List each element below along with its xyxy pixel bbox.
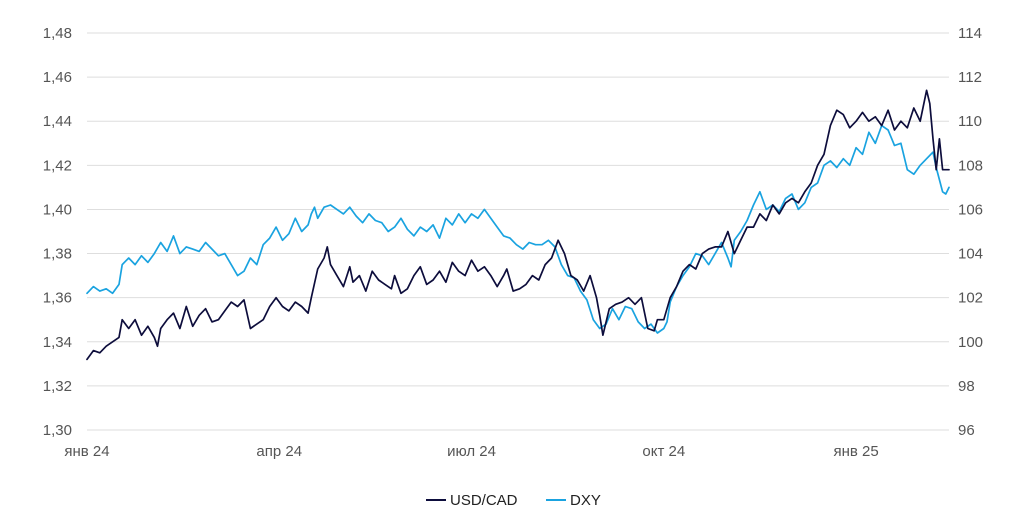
y-right-tick-label: 104 (958, 246, 983, 263)
y-right-tick-label: 108 (958, 157, 983, 174)
y-right-tick-label: 106 (958, 201, 983, 218)
series-line-dxy (86, 124, 950, 334)
legend-label-usdcad: USD/CAD (450, 492, 518, 509)
y-right-tick-label: 110 (958, 113, 982, 130)
series-layer (86, 89, 950, 361)
x-tick-label: июл 24 (447, 443, 496, 460)
legend: USD/CAD DXY (426, 492, 601, 509)
y-right-tick-label: 112 (958, 69, 982, 86)
y-right-tick-label: 98 (958, 378, 975, 395)
y-left-tick-label: 1,38 (43, 246, 72, 263)
y-left-tick-label: 1,36 (43, 290, 72, 307)
y-left-tick-label: 1,48 (43, 25, 72, 42)
y-left-tick-label: 1,46 (43, 69, 72, 86)
y-left-tick-label: 1,32 (43, 378, 72, 395)
x-axis-ticks: янв 24 апр 24 июл 24 окт 24 янв 25 (64, 443, 878, 460)
series-line-usdcad (86, 89, 950, 361)
y-right-tick-label: 114 (958, 25, 982, 42)
x-tick-label: апр 24 (256, 443, 302, 460)
x-tick-label: янв 24 (64, 443, 109, 460)
x-tick-label: янв 25 (833, 443, 878, 460)
y-left-tick-label: 1,44 (43, 113, 72, 130)
left-y-axis-ticks: 1,30 1,32 1,34 1,36 1,38 1,40 1,42 1,44 1,46 1,48 (43, 25, 72, 439)
right-y-axis-ticks: 96 98 100 102 104 106 108 110 112 114 (958, 25, 983, 439)
gridlines (87, 32, 949, 431)
y-left-tick-label: 1,30 (43, 422, 72, 439)
y-left-tick-label: 1,42 (43, 157, 72, 174)
y-right-tick-label: 96 (958, 422, 975, 439)
x-tick-label: окт 24 (642, 443, 685, 460)
legend-label-dxy: DXY (570, 492, 601, 509)
y-right-tick-label: 100 (958, 334, 983, 351)
y-left-tick-label: 1,34 (43, 334, 72, 351)
y-left-tick-label: 1,40 (43, 201, 72, 218)
y-right-tick-label: 102 (958, 290, 983, 307)
